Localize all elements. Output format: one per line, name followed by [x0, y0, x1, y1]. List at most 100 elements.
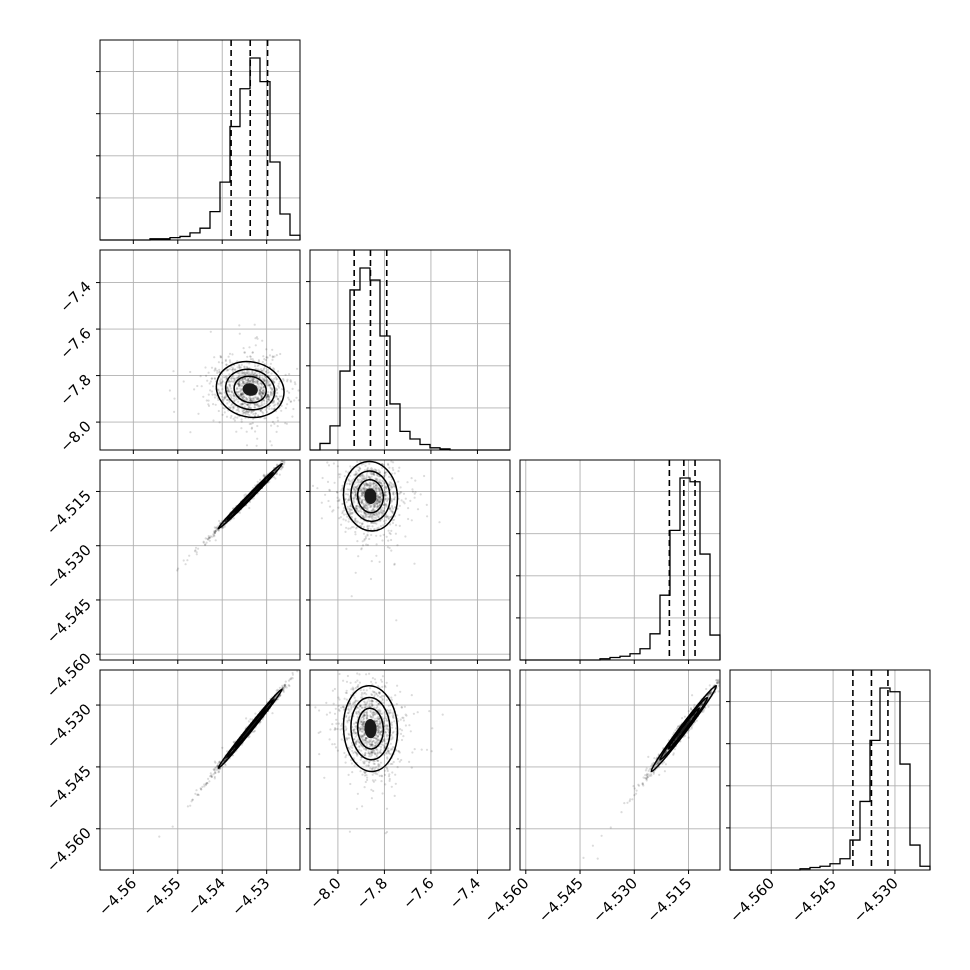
sample-point: [378, 489, 381, 492]
sample-point: [450, 748, 453, 751]
sample-point: [262, 392, 265, 395]
sample-point: [241, 395, 244, 398]
sample-point: [233, 419, 236, 422]
sample-point: [234, 368, 237, 371]
sample-point: [278, 380, 281, 383]
sample-point: [260, 396, 263, 399]
sample-point: [249, 398, 252, 401]
sample-point: [282, 377, 285, 381]
sample-point: [275, 463, 279, 466]
sample-point: [251, 378, 254, 382]
sample-point: [328, 711, 332, 714]
sample-point: [267, 395, 270, 398]
sample-point: [349, 465, 352, 468]
sample-point: [256, 373, 259, 376]
sample-point: [249, 718, 252, 721]
sample-point: [337, 506, 340, 509]
sample-point: [249, 399, 252, 403]
sample-point: [237, 400, 240, 403]
sample-point: [410, 519, 413, 522]
sample-point: [260, 369, 264, 373]
sample-point: [381, 539, 384, 542]
sample-point: [212, 773, 215, 776]
sample-point: [241, 392, 244, 395]
sample-point: [243, 395, 246, 398]
sample-point: [379, 500, 382, 503]
sample-point: [194, 546, 198, 549]
sample-point: [168, 389, 171, 392]
sample-point: [245, 379, 248, 382]
sample-point: [270, 407, 273, 410]
sample-point: [261, 339, 264, 342]
sample-point: [226, 390, 229, 393]
sample-point: [373, 678, 377, 681]
sample-point: [239, 383, 242, 386]
sample-point: [214, 403, 217, 406]
sample-point: [385, 535, 388, 538]
sample-point: [352, 498, 355, 501]
sample-point: [246, 403, 249, 406]
sample-point: [387, 517, 390, 520]
sample-point: [266, 395, 269, 398]
sample-point: [270, 424, 273, 427]
sample-point: [369, 577, 373, 581]
sample-point: [396, 757, 400, 761]
sample-point: [240, 394, 243, 397]
sample-point: [217, 388, 220, 391]
sample-point: [253, 406, 257, 409]
sample-point: [214, 377, 217, 380]
sample-point: [262, 473, 266, 476]
sample-point: [347, 498, 350, 501]
sample-point: [236, 382, 239, 385]
sample-point: [237, 390, 240, 393]
sample-point: [243, 371, 246, 374]
sample-point: [356, 792, 359, 795]
sample-point: [374, 717, 377, 720]
sample-point: [240, 393, 243, 396]
gridlines: [310, 250, 510, 450]
sample-point: [269, 391, 272, 394]
sample-point: [232, 517, 235, 520]
sample-point: [311, 484, 315, 487]
sample-point: [245, 372, 248, 375]
sample-point: [227, 390, 230, 393]
sample-point: [205, 374, 208, 377]
sample-point: [286, 403, 289, 406]
sample-point: [276, 391, 279, 395]
sample-point: [258, 388, 262, 391]
sample-point: [262, 355, 265, 358]
sample-point: [221, 361, 224, 364]
sample-point: [243, 405, 246, 408]
sample-point: [228, 383, 231, 387]
sample-point: [281, 460, 284, 463]
sample-point: [260, 391, 264, 394]
sample-point: [381, 685, 384, 689]
sample-point: [259, 390, 263, 393]
sample-point: [241, 378, 245, 381]
sample-point: [215, 529, 218, 532]
sample-point: [254, 414, 257, 417]
sample-point: [232, 406, 235, 409]
sample-point: [271, 348, 274, 351]
sample-point: [214, 527, 217, 530]
sample-point: [236, 360, 239, 363]
sample-point: [242, 411, 246, 414]
sample-point: [250, 381, 253, 384]
sample-point: [196, 793, 199, 797]
sample-point: [210, 366, 214, 369]
sample-point: [213, 369, 216, 372]
sample-point: [252, 396, 255, 399]
sample-point: [254, 430, 257, 433]
sample-point: [354, 681, 357, 684]
sample-point: [368, 755, 371, 758]
sample-point: [252, 373, 255, 376]
sample-point: [289, 379, 292, 382]
sample-point: [257, 398, 260, 401]
sample-point: [272, 380, 276, 383]
sample-point: [223, 395, 227, 398]
sample-point: [255, 398, 258, 401]
sample-point: [230, 375, 233, 379]
sample-point: [236, 387, 239, 390]
sample-point: [254, 412, 257, 415]
sample-point: [226, 398, 229, 401]
